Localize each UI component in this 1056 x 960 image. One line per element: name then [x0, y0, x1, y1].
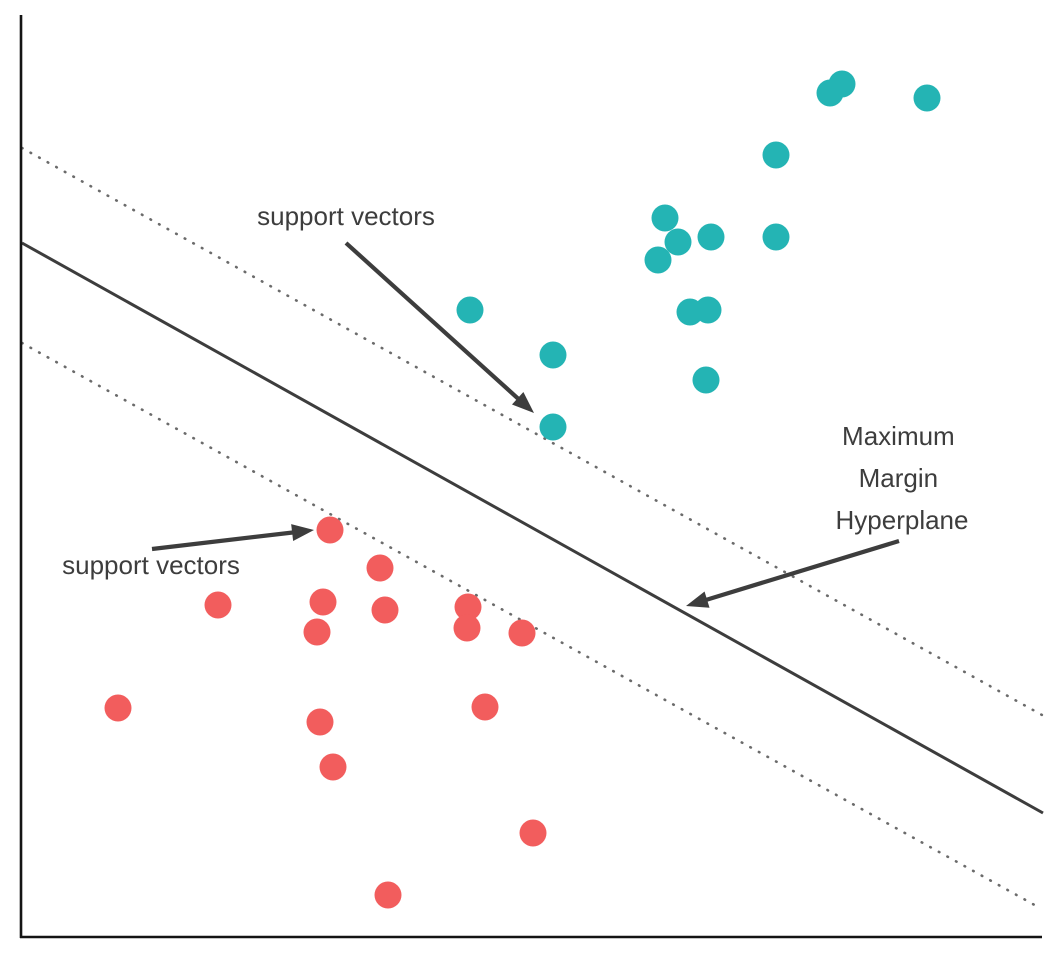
teal-scatter-point [651, 204, 679, 232]
teal-scatter-point [676, 298, 704, 326]
support-vectors-top-arrow-shaft [344, 241, 524, 404]
annotation-arrows-group [151, 241, 900, 608]
teal-scatter-point [456, 296, 484, 324]
boundary-lines-group [20, 146, 1044, 910]
hyperplane-label-line-1: Maximum [842, 421, 955, 451]
teal-scatter-point [539, 413, 567, 441]
red-scatter-point [508, 619, 536, 647]
red-scatter-point [471, 693, 499, 721]
teal-scatter-point [828, 70, 856, 98]
teal-scatter-point [762, 141, 790, 169]
red-scatter-point [519, 819, 547, 847]
maximum-margin-hyperplane-line [21, 241, 1044, 815]
teal-scatter-point [762, 223, 790, 251]
teal-scatter-point [664, 228, 692, 256]
margin-lower-line [20, 341, 1042, 910]
red-scatter-point [303, 618, 331, 646]
axes-group [19, 15, 1042, 939]
red-scatter-point [371, 596, 399, 624]
red-scatter-point [104, 694, 132, 722]
teal-scatter-point [697, 223, 725, 251]
support-vectors-bottom-arrow-head [291, 524, 314, 542]
teal-scatter-point [539, 341, 567, 369]
red-scatter-point [306, 708, 334, 736]
scatter-points-group [104, 70, 941, 909]
hyperplane-arrow-shaft [700, 538, 900, 604]
support-vectors-label-top: support vectors [257, 201, 435, 231]
annotation-text-group: support vectors support vectors Maximum … [62, 201, 968, 580]
support-vectors-label-bottom: support vectors [62, 550, 240, 580]
maximum-margin-hyperplane-label: Maximum Margin Hyperplane [836, 421, 969, 535]
teal-scatter-point [644, 246, 672, 274]
red-scatter-point [204, 591, 232, 619]
hyperplane-label-line-3: Hyperplane [836, 505, 969, 535]
teal-scatter-point [692, 366, 720, 394]
red-scatter-point [454, 593, 482, 621]
red-scatter-point [309, 588, 337, 616]
support-vectors-top-arrow-head [511, 391, 534, 413]
red-scatter-point [319, 753, 347, 781]
hyperplane-arrow-head [686, 591, 710, 608]
support-vectors-bottom-arrow-shaft [151, 529, 299, 552]
red-scatter-point [366, 554, 394, 582]
red-scatter-point [316, 516, 344, 544]
hyperplane-label-line-2: Margin [859, 463, 938, 493]
teal-scatter-point [913, 84, 941, 112]
red-scatter-point [374, 881, 402, 909]
red-scatter-point [453, 614, 481, 642]
